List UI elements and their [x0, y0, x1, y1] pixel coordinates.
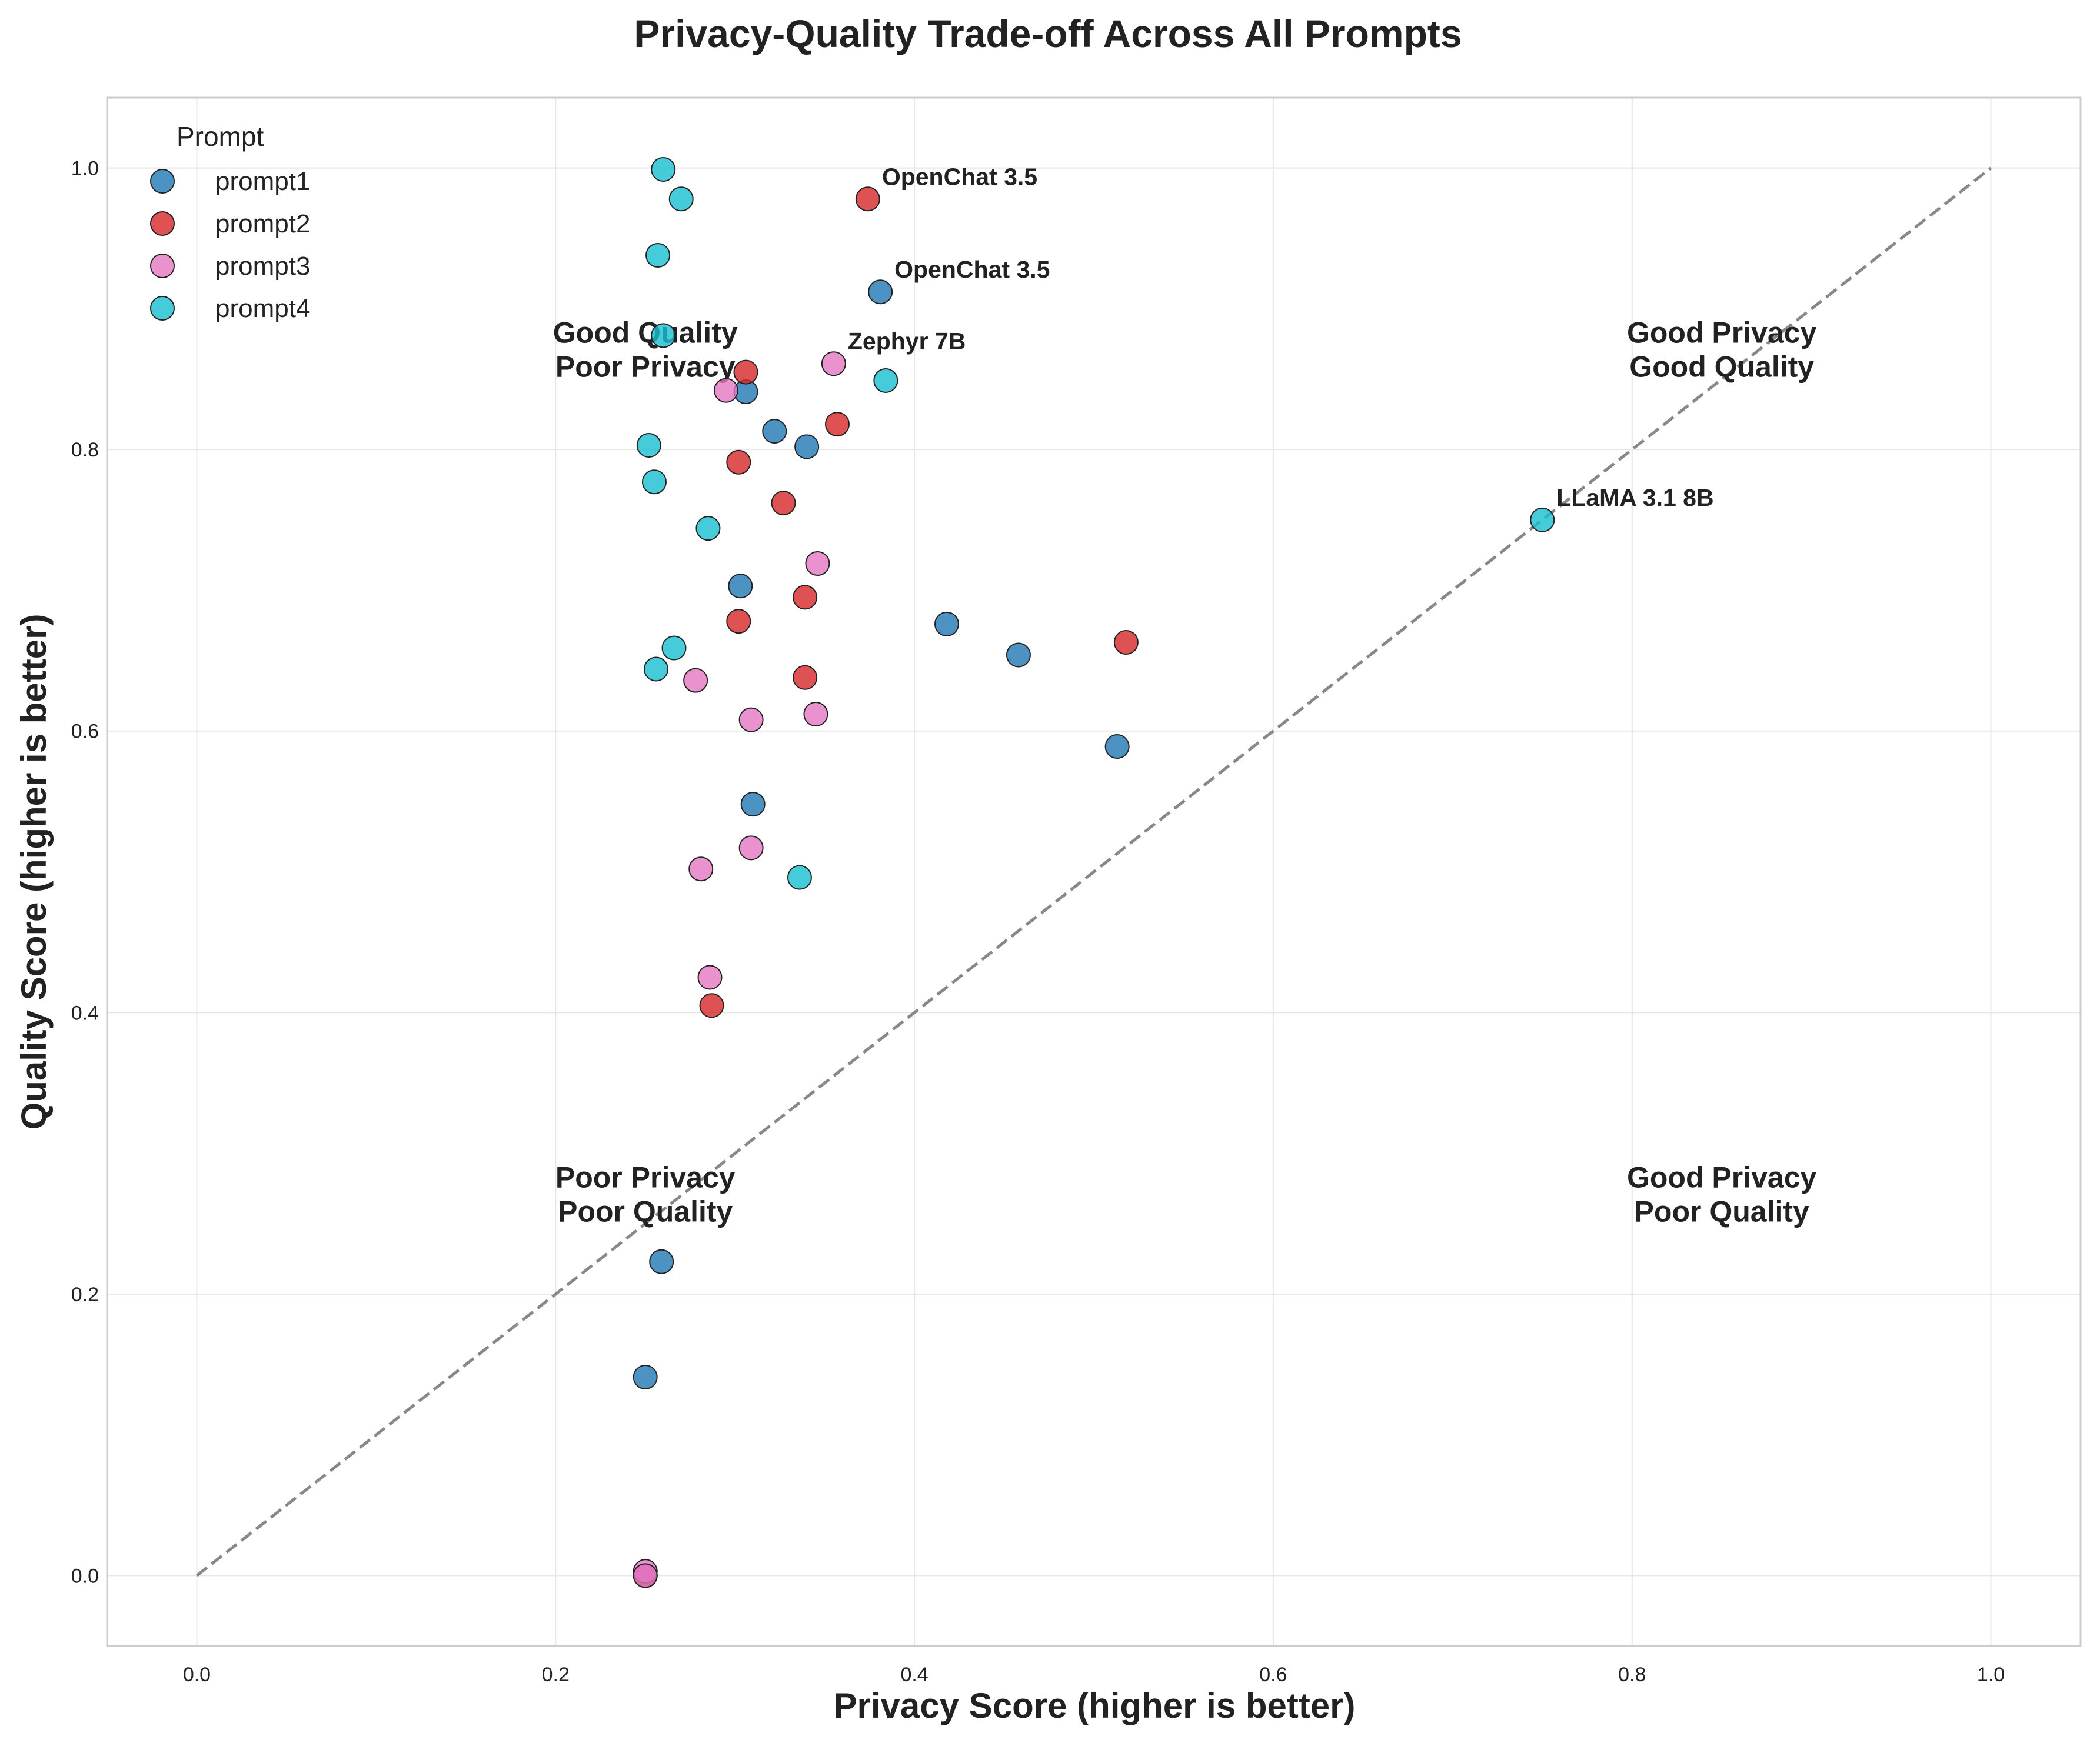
- x-tick-label: 0.0: [183, 1664, 211, 1686]
- data-point-prompt4: [645, 242, 671, 268]
- data-point-prompt3: [697, 965, 723, 990]
- data-point-prompt3: [738, 707, 764, 732]
- data-point-prompt3: [821, 351, 846, 376]
- y-tick-label: 0.8: [71, 439, 99, 461]
- data-point-prompt4: [695, 516, 721, 541]
- y-tick-label: 0.4: [71, 1002, 99, 1024]
- quadrant-label-line: Good Quality: [553, 316, 738, 349]
- legend-title: Prompt: [177, 121, 264, 152]
- data-point-prompt1: [728, 574, 753, 599]
- data-point-prompt2: [793, 665, 818, 690]
- legend-marker-prompt2: [150, 211, 175, 236]
- data-point-prompt1: [740, 792, 766, 817]
- point-annotation: OpenChat 3.5: [894, 256, 1050, 283]
- quadrant-label-line: Good Quality: [1629, 351, 1814, 384]
- point-annotation: LLaMA 3.1 8B: [1556, 484, 1713, 511]
- quadrant-label: Poor Privacy Poor Quality: [555, 1161, 736, 1228]
- quadrant-label-line: Poor Quality: [1635, 1195, 1809, 1228]
- legend-label-prompt4: prompt4: [215, 294, 310, 323]
- data-point-prompt4: [641, 469, 667, 495]
- x-tick-label: 0.4: [900, 1664, 928, 1686]
- x-axis-label: Privacy Score (higher is better): [834, 1686, 1356, 1725]
- legend-label-prompt3: prompt3: [215, 252, 310, 281]
- plot-frame: [106, 96, 2082, 1647]
- data-point-prompt3: [633, 1563, 658, 1588]
- data-point-prompt4: [651, 157, 676, 182]
- data-point-prompt1: [1006, 642, 1031, 668]
- data-point-prompt2: [726, 449, 751, 475]
- y-tick-label: 1.0: [71, 158, 99, 180]
- y-tick-label: 0.0: [71, 1565, 99, 1587]
- data-point-prompt1: [794, 434, 820, 459]
- y-tick-label: 0.2: [71, 1284, 99, 1306]
- data-point-prompt3: [738, 835, 764, 861]
- axis-ticks: 0.0 0.2 0.4 0.6 0.8 1.0 0.0 0.2 0.4 0.6 0.8 1.0: [71, 158, 2005, 1686]
- y-tick-label: 0.6: [71, 721, 99, 743]
- quadrant-label: Good Privacy Good Quality: [1627, 316, 1817, 384]
- legend-label-prompt1: prompt1: [215, 167, 310, 196]
- quadrant-label: Good Quality Poor Privacy: [553, 316, 738, 384]
- data-point-prompt3: [803, 702, 828, 727]
- y-axis-label: Quality Score (higher is better): [14, 614, 54, 1130]
- data-point-prompt4: [668, 186, 694, 212]
- grid-lines: [107, 98, 2081, 1646]
- legend-marker-prompt1: [150, 169, 175, 194]
- x-tick-label: 1.0: [1977, 1664, 2005, 1686]
- data-point-prompt3: [688, 856, 714, 882]
- quadrant-label-line: Good Privacy: [1627, 316, 1817, 349]
- data-point-prompt2: [824, 412, 850, 437]
- data-point-prompt3: [683, 668, 708, 693]
- reference-diagonal: [195, 166, 1992, 1577]
- point-annotation: Zephyr 7B: [848, 328, 966, 355]
- data-point-prompt1: [868, 279, 893, 305]
- data-point-prompt4: [661, 635, 687, 661]
- data-point-prompt1: [1104, 734, 1130, 759]
- x-tick-label: 0.6: [1259, 1664, 1287, 1686]
- data-point-prompt2: [855, 186, 880, 212]
- data-point-prompt1: [934, 611, 959, 636]
- data-point-prompt3: [713, 378, 738, 403]
- legend-marker-prompt3: [150, 254, 175, 278]
- quadrant-label-line: Good Privacy: [1627, 1161, 1817, 1194]
- data-point-prompt4: [644, 656, 669, 682]
- x-tick-label: 0.2: [542, 1664, 570, 1686]
- data-point-prompt2: [699, 993, 724, 1018]
- data-point-prompt4: [787, 865, 812, 890]
- data-point-prompt1: [633, 1364, 658, 1389]
- data-point-prompt4: [873, 368, 898, 393]
- data-point-prompt2: [771, 491, 796, 516]
- x-tick-label: 0.8: [1618, 1664, 1646, 1686]
- data-point-prompt3: [805, 551, 830, 576]
- legend-label-prompt2: prompt2: [215, 209, 310, 238]
- quadrant-label-line: Poor Privacy: [555, 1161, 736, 1194]
- quadrant-label: Good Privacy Poor Quality: [1627, 1161, 1817, 1228]
- point-annotations: OpenChat 3.5 OpenChat 3.5 Zephyr 7B LLaMA 3…: [848, 163, 1714, 511]
- data-point-prompt1: [649, 1249, 674, 1274]
- data-point-prompt2: [733, 359, 758, 385]
- data-point-prompt1: [762, 419, 787, 444]
- data-point-prompt2: [726, 609, 751, 634]
- quadrant-label-line: Poor Privacy: [555, 351, 736, 384]
- quadrant-label-line: Poor Quality: [558, 1195, 733, 1228]
- chart-title: Privacy-Quality Trade-off Across All Pro…: [634, 12, 1462, 55]
- legend: Prompt prompt1 prompt2 prompt3 prompt4: [150, 121, 310, 323]
- data-point-prompt4: [651, 323, 676, 348]
- diagonal-line: [195, 166, 1992, 1577]
- point-annotation: OpenChat 3.5: [882, 163, 1037, 190]
- data-point-prompt4: [636, 433, 661, 458]
- data-point-prompt2: [1113, 629, 1139, 655]
- data-point-prompt2: [793, 585, 818, 610]
- data-point-prompt4: [1530, 507, 1555, 532]
- data-points: [633, 157, 1555, 1588]
- legend-marker-prompt4: [150, 296, 175, 321]
